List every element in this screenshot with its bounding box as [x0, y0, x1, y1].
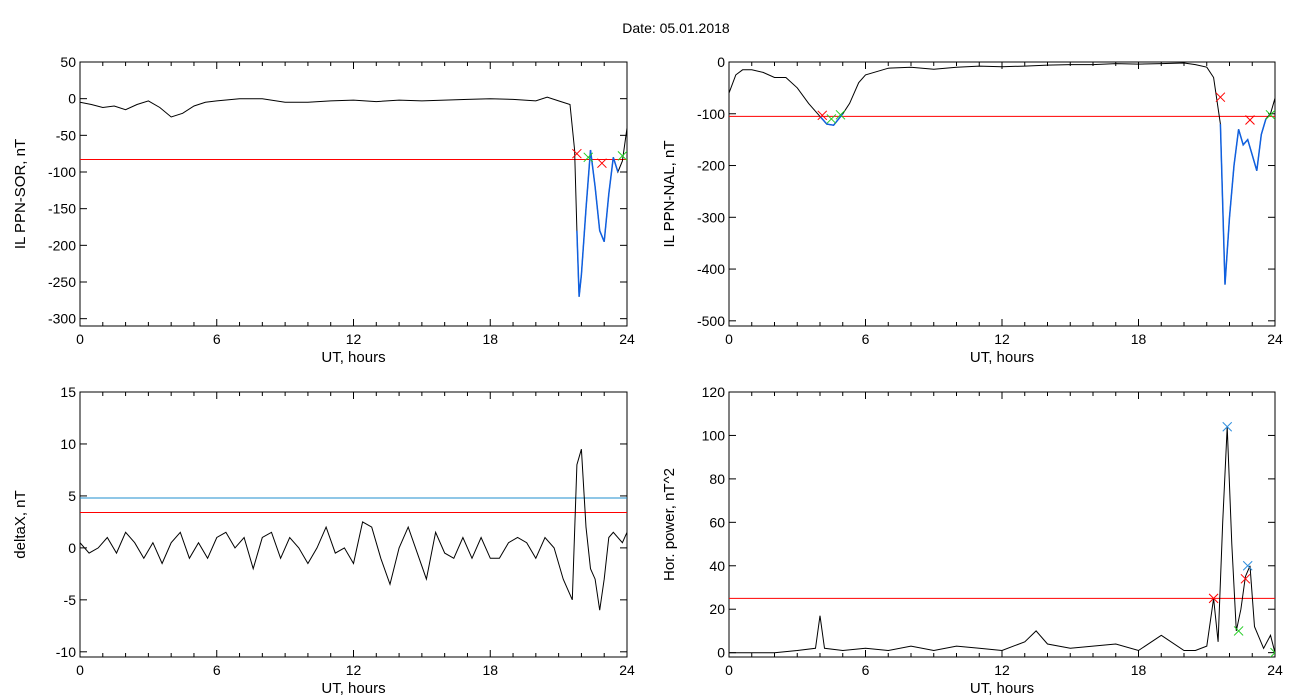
x-tick-label: 6 [862, 331, 870, 347]
y-axis-label: IL PPN-SOR, nT [12, 139, 29, 249]
data-line [729, 426, 1275, 654]
x-tick-label: 24 [619, 331, 635, 347]
plot-area [729, 62, 1275, 285]
y-tick-label: 60 [709, 514, 725, 530]
y-tick-label: -200 [697, 158, 725, 174]
x-tick-label: 12 [994, 331, 1010, 347]
y-tick-label: -400 [697, 261, 725, 277]
y-tick-label: 0 [68, 91, 76, 107]
panel-power: 0 6 12 18 24 120 100 80 60 40 20 0 UT, hours Hor. pow… [661, 384, 1283, 697]
data-line [80, 449, 627, 611]
y-tick-label: 100 [702, 427, 726, 443]
x-tick-label: 0 [725, 331, 733, 347]
x-axis-label: UT, hours [321, 680, 385, 697]
plot-frame [728, 391, 1276, 658]
data-line [729, 62, 1275, 285]
y-tick-label: -300 [697, 209, 725, 225]
y-tick-label: 40 [709, 558, 725, 574]
y-tick-label: -300 [48, 311, 76, 327]
x-tick-label: 6 [862, 662, 870, 678]
panel-deltax: 0 6 12 18 24 15 10 5 0 -5 -10 UT, hours deltaX, nT [12, 384, 635, 697]
marker-red [597, 158, 607, 169]
marker-green [1265, 109, 1275, 120]
marker-blue [1242, 560, 1253, 571]
y-tick-label: 5 [68, 488, 76, 504]
marker-red [1245, 115, 1255, 125]
plot-frame [728, 61, 1276, 327]
y-tick-label: 0 [717, 645, 725, 661]
x-tick-label: 0 [76, 331, 84, 347]
x-tick-label: 18 [1131, 662, 1147, 678]
y-tick-label: 80 [709, 471, 725, 487]
y-tick-label: -50 [56, 127, 76, 143]
marker-green [835, 109, 846, 120]
x-axis-label: UT, hours [970, 349, 1034, 366]
x-axis-label: UT, hours [321, 349, 385, 366]
y-tick-label: -100 [48, 164, 76, 180]
y-tick-label: 0 [68, 540, 76, 556]
x-tick-label: 18 [482, 662, 498, 678]
x-tick-label: 24 [619, 662, 635, 678]
plot-area [80, 449, 627, 611]
y-tick-label: -10 [56, 644, 76, 660]
y-tick-label: -5 [64, 592, 77, 608]
marker-red [817, 110, 828, 121]
marker-red [1240, 573, 1251, 584]
figure-title: Date: 05.01.2018 [622, 20, 730, 36]
y-tick-label: -100 [697, 106, 725, 122]
data-line [80, 96, 627, 297]
marker-green [1233, 626, 1244, 636]
marker-green [1270, 647, 1275, 657]
panel-sor: 0 6 12 18 24 50 0 -50 -100 -150 -200 -250 -300 UT, ho… [12, 54, 635, 366]
marker-green [826, 114, 837, 124]
plot-frame [79, 61, 628, 327]
y-tick-label: 120 [702, 384, 726, 400]
x-tick-label: 6 [213, 331, 221, 347]
marker-green [583, 152, 594, 163]
x-tick-label: 18 [1131, 331, 1147, 347]
y-axis-label: IL PPN-NAL, nT [661, 141, 678, 248]
x-tick-label: 0 [725, 662, 733, 678]
plot-frame [79, 391, 628, 658]
y-tick-label: 10 [60, 436, 76, 452]
x-tick-label: 12 [346, 662, 362, 678]
y-axis-label: deltaX, nT [12, 490, 29, 558]
y-axis-label: Hor. power, nT^2 [661, 468, 678, 581]
highlight-line [576, 149, 619, 297]
x-tick-label: 0 [76, 662, 84, 678]
highlight-line [819, 113, 844, 127]
plot-area [729, 421, 1275, 657]
panel-nal: 0 6 12 18 24 0 -100 -200 -300 -400 -500 UT, hours IL… [661, 54, 1283, 366]
x-tick-label: 12 [346, 331, 362, 347]
y-tick-label: 0 [717, 54, 725, 70]
y-tick-label: 50 [60, 54, 76, 70]
marker-red [1215, 92, 1226, 103]
marker-red [1208, 593, 1219, 604]
x-tick-label: 18 [482, 331, 498, 347]
y-tick-label: -200 [48, 237, 76, 253]
marker-red [572, 148, 582, 159]
x-tick-label: 6 [213, 662, 221, 678]
x-tick-label: 12 [994, 662, 1010, 678]
y-tick-label: 15 [60, 384, 76, 400]
y-tick-label: -250 [48, 274, 76, 290]
x-tick-label: 24 [1267, 662, 1283, 678]
y-tick-label: -500 [697, 313, 725, 329]
x-axis-label: UT, hours [970, 680, 1034, 697]
plot-area [80, 96, 627, 297]
y-tick-label: 20 [709, 601, 725, 617]
marker-blue [1222, 421, 1233, 432]
highlight-line [1219, 118, 1267, 285]
x-tick-label: 24 [1267, 331, 1283, 347]
marker-green [617, 151, 627, 161]
y-tick-label: -150 [48, 201, 76, 217]
